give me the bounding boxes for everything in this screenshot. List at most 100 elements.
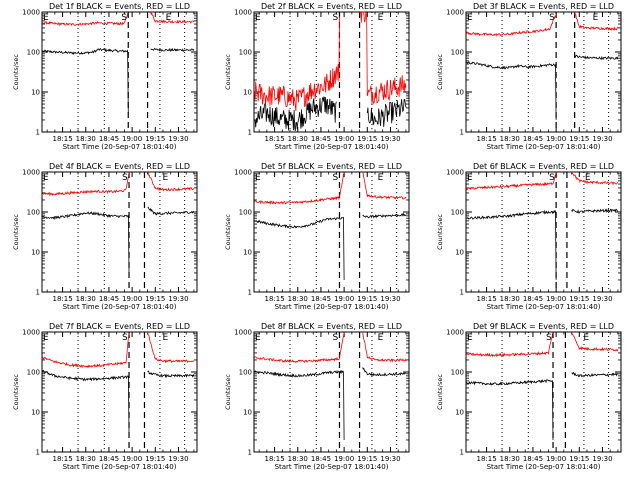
panel-title: Det 8f BLACK = Events, RED = LLD — [261, 322, 402, 331]
y-tick-label: 10 — [455, 249, 464, 257]
x-tick-label: 19:15 — [145, 295, 165, 303]
x-tick-label: 18:15 — [264, 135, 284, 143]
y-tick-label: 10 — [243, 89, 252, 97]
lld-series-line — [150, 11, 195, 24]
marker-end-label: E — [583, 333, 589, 343]
marker-saa-label: S — [546, 333, 552, 343]
y-axis-label: Counts/sec — [12, 374, 20, 410]
marker-saa-label: S — [332, 173, 338, 183]
y-tick-label: 10 — [31, 409, 40, 417]
x-tick-label: 19:30 — [592, 455, 612, 463]
y-tick-label: 1 — [460, 129, 464, 137]
x-tick-label: 18:15 — [476, 135, 496, 143]
panel-det-2: Det 2f BLACK = Events, RED = LLD 1 10 100 10… — [224, 2, 410, 151]
lld-series-line — [359, 10, 407, 106]
y-tick-label: 10 — [455, 409, 464, 417]
x-tick-label: 19:00 — [546, 295, 566, 303]
panel-det-5: Det 5f BLACK = Events, RED = LLD 1 10 100 10… — [224, 162, 410, 311]
y-tick-label: 10 — [243, 249, 252, 257]
panel-title: Det 9f BLACK = Events, RED = LLD — [473, 322, 614, 331]
y-tick-label: 10 — [31, 249, 40, 257]
x-tick-label: 18:15 — [264, 295, 284, 303]
events-series-line — [574, 54, 619, 61]
marker-end-label: E — [166, 13, 172, 23]
plot-frame — [41, 171, 198, 293]
panel-title: Det 4f BLACK = Events, RED = LLD — [49, 162, 190, 171]
x-tick-label: 19:15 — [357, 295, 377, 303]
y-axis-label: Counts/sec — [436, 214, 444, 250]
x-tick-label: 18:30 — [500, 455, 520, 463]
events-series-line — [254, 369, 345, 441]
x-tick-label: 19:30 — [592, 295, 612, 303]
panel-det-8: Det 8f BLACK = Events, RED = LLD 1 10 100 10… — [224, 322, 410, 471]
events-series-line — [42, 47, 129, 113]
lld-series-line — [254, 171, 345, 205]
x-tick-label: 18:45 — [99, 135, 119, 143]
x-tick-label: 19:00 — [546, 455, 566, 463]
y-tick-label: 1 — [460, 289, 464, 297]
marker-saa-label: S — [122, 173, 128, 183]
events-series-line — [466, 379, 554, 441]
x-tick-label: 19:30 — [168, 135, 188, 143]
marker-end-label: E — [162, 333, 168, 343]
x-tick-label: 18:45 — [311, 295, 331, 303]
x-axis-label: Start Time (20-Sep-07 18:01:40) — [63, 303, 177, 311]
x-tick-label: 18:15 — [476, 295, 496, 303]
lld-series-line — [362, 171, 407, 200]
y-tick-label: 10 — [31, 89, 40, 97]
x-tick-label: 19:00 — [334, 455, 354, 463]
x-tick-label: 19:15 — [357, 135, 377, 143]
x-tick-label: 18:30 — [288, 295, 308, 303]
events-series-line — [366, 98, 407, 128]
x-tick-label: 18:45 — [99, 295, 119, 303]
marker-start-label: E — [43, 333, 49, 343]
marker-saa-label: S — [332, 13, 338, 23]
y-tick-label: 100 — [27, 49, 40, 57]
lld-series-line — [571, 331, 619, 352]
lld-series-line — [42, 332, 130, 369]
x-axis-label: Start Time (20-Sep-07 18:01:40) — [63, 143, 177, 151]
y-axis-label: Counts/sec — [12, 214, 20, 250]
x-axis-label: Start Time (20-Sep-07 18:01:40) — [487, 463, 601, 471]
y-tick-label: 100 — [451, 209, 464, 217]
marker-start-label: E — [43, 13, 49, 23]
plot-frame — [465, 11, 622, 133]
lld-series-line — [254, 332, 345, 364]
x-axis-label: Start Time (20-Sep-07 18:01:40) — [275, 463, 389, 471]
x-tick-label: 18:45 — [523, 135, 543, 143]
x-tick-label: 19:00 — [122, 135, 142, 143]
x-axis-label: Start Time (20-Sep-07 18:01:40) — [275, 143, 389, 151]
x-tick-label: 18:15 — [264, 455, 284, 463]
panel-title: Det 2f BLACK = Events, RED = LLD — [261, 2, 402, 11]
marker-start-label: E — [255, 333, 261, 343]
panel-title: Det 6f BLACK = Events, RED = LLD — [473, 162, 614, 171]
events-series-line — [254, 96, 337, 132]
x-tick-label: 18:45 — [99, 455, 119, 463]
y-axis-label: Counts/sec — [436, 374, 444, 410]
events-series-line — [362, 212, 407, 219]
events-series-line — [466, 209, 557, 281]
events-series-line — [42, 211, 130, 273]
x-tick-label: 18:15 — [52, 455, 72, 463]
marker-start-label: E — [467, 13, 473, 23]
x-tick-label: 18:30 — [500, 135, 520, 143]
x-tick-label: 19:15 — [569, 455, 589, 463]
panel-det-9: Det 9f BLACK = Events, RED = LLD 1 10 100 10… — [436, 322, 622, 471]
panel-det-7: Det 7f BLACK = Events, RED = LLD 1 10 100 10… — [12, 322, 198, 471]
plot-frame — [465, 331, 622, 453]
y-axis-label: Counts/sec — [224, 374, 232, 410]
y-tick-label: 1000 — [22, 329, 40, 337]
panel-det-1: Det 1f BLACK = Events, RED = LLD 1 10 100 10… — [12, 2, 198, 151]
x-axis-label: Start Time (20-Sep-07 18:01:40) — [487, 143, 601, 151]
events-series-line — [362, 367, 407, 377]
x-tick-label: 18:15 — [52, 135, 72, 143]
x-tick-label: 18:30 — [76, 455, 96, 463]
y-tick-label: 1 — [36, 449, 40, 457]
y-tick-label: 1 — [248, 289, 252, 297]
events-series-line — [254, 216, 345, 281]
y-axis-label: Counts/sec — [12, 54, 20, 90]
y-axis-label: Counts/sec — [436, 54, 444, 90]
y-tick-label: 1 — [248, 449, 252, 457]
lld-series-line — [42, 171, 130, 197]
